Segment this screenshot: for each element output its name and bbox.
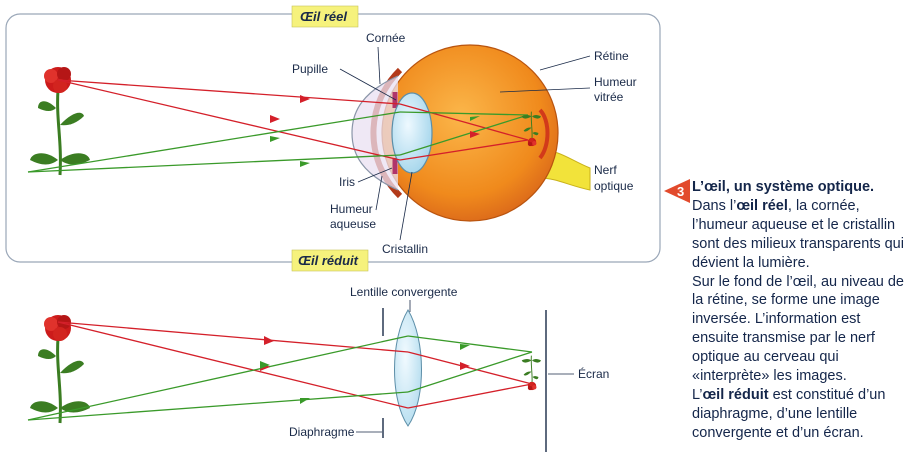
real-eye-labels: Cornée Pupille Rétine Humeur vitrée Nerf… bbox=[292, 31, 637, 256]
arrow-icon: 3 bbox=[664, 179, 690, 203]
caption-title: L’œil, un système optique. bbox=[692, 179, 875, 195]
label-nerve-1: Nerf bbox=[594, 163, 617, 177]
caption-paragraph-2: Sur le fond de l’œil, au niveau de la ré… bbox=[692, 273, 904, 385]
caption-p1-a: Dans l’ bbox=[692, 197, 737, 214]
caption-p1-c: , la cornée, l’humeur aqueuse et le cris… bbox=[692, 197, 904, 271]
real-eye-tag-bg bbox=[291, 5, 359, 28]
label-vitreous-2: vitrée bbox=[594, 90, 624, 104]
caption-paragraph-3: L’œil réduit est constitué d’un diaphrag… bbox=[692, 386, 906, 443]
label-aqueous-2: aqueuse bbox=[330, 217, 376, 231]
label-nerve-2: optique bbox=[594, 179, 634, 193]
reduced-eye-tag: Œil réduit bbox=[298, 253, 359, 268]
label-iris: Iris bbox=[339, 175, 355, 189]
real-eye-rays bbox=[27, 79, 529, 173]
reduced-eye-tag-bg bbox=[291, 249, 369, 272]
caption-number: 3 bbox=[677, 184, 684, 199]
caption-p3-bold: œil réduit bbox=[702, 386, 769, 403]
caption: L’œil, un système optique. Dans l’œil ré… bbox=[692, 178, 906, 443]
label-screen: Écran bbox=[578, 366, 609, 381]
real-eye-tag: Œil réel bbox=[300, 9, 347, 24]
rose-icon bbox=[28, 65, 92, 177]
label-cornea: Cornée bbox=[366, 31, 406, 45]
label-retina: Rétine bbox=[594, 49, 629, 63]
reduced-eye-drawing bbox=[382, 300, 547, 452]
caption-p3-a: L’ bbox=[692, 386, 703, 403]
label-vitreous-1: Humeur bbox=[594, 75, 637, 89]
reduced-eye-labels: Lentille convergente Écran Diaphragme bbox=[289, 285, 609, 439]
rose-icon bbox=[28, 313, 92, 425]
label-aqueous-1: Humeur bbox=[330, 202, 373, 216]
label-converging-lens: Lentille convergente bbox=[350, 285, 458, 299]
label-diaphragm: Diaphragme bbox=[289, 425, 355, 439]
reduced-eye-rays bbox=[27, 321, 533, 421]
label-pupil: Pupille bbox=[292, 62, 328, 76]
caption-p3-c: est constitué d’un diaphragme, d’une len… bbox=[692, 386, 886, 441]
caption-p1-bold: œil réel bbox=[736, 197, 788, 214]
label-lens: Cristallin bbox=[382, 242, 428, 256]
caption-paragraph-1: Dans l’œil réel, la cornée, l’humeur aqu… bbox=[692, 197, 906, 273]
